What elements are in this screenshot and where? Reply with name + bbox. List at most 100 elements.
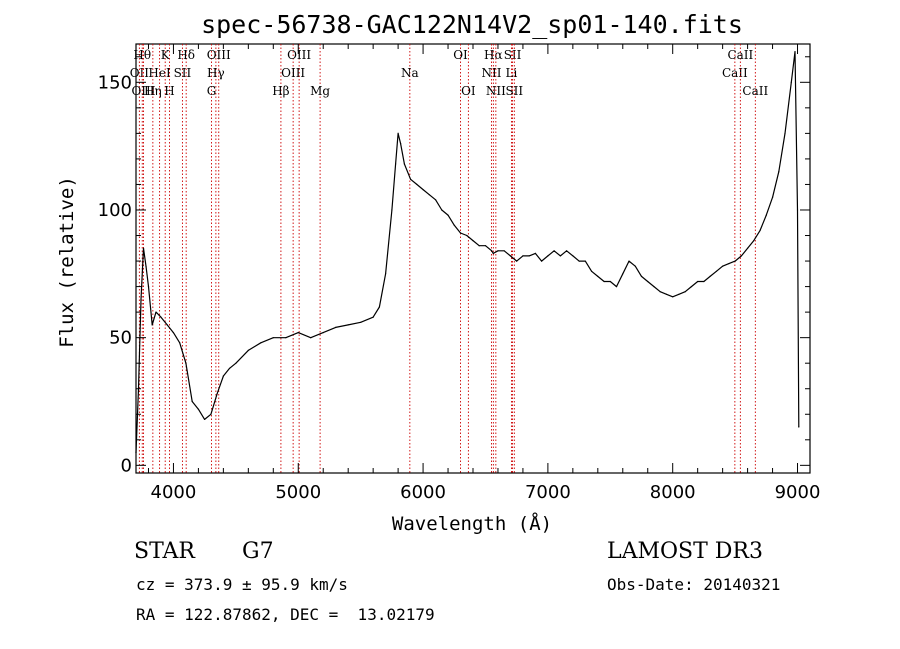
- spectrum-point: [559, 255, 562, 257]
- y-axis-label: Flux (relative): [56, 176, 78, 348]
- spectrum-point: [697, 280, 699, 283]
- spectrum-point: [566, 250, 568, 252]
- spectrum-point: [653, 286, 655, 288]
- line-marker-label: OIII: [131, 84, 155, 98]
- spectrum-point: [204, 418, 206, 420]
- spectrum-point: [360, 321, 362, 323]
- spectrum-point: [715, 270, 718, 272]
- spectrum-point: [372, 316, 374, 318]
- spectrum-point: [155, 311, 157, 313]
- spectrum-point: [516, 260, 518, 262]
- spectrum-point: [665, 293, 668, 295]
- spectrum-point: [472, 240, 474, 242]
- spectrum-point: [147, 286, 150, 288]
- line-marker-label: OI: [453, 48, 468, 62]
- line-marker-label: OI: [461, 84, 476, 98]
- spectrum-point: [547, 255, 549, 257]
- spectrum-point: [453, 224, 455, 226]
- spectrum-point: [142, 247, 145, 249]
- spectrum-point: [796, 209, 799, 211]
- spectrum-point: [151, 324, 153, 326]
- spectrum-point: [634, 265, 636, 267]
- line-marker-label: OIII: [207, 48, 231, 62]
- spectrum-point: [553, 250, 555, 252]
- spectrum-point: [541, 260, 543, 262]
- spectrum-point: [609, 280, 611, 283]
- spectrum-point: [628, 260, 630, 262]
- line-marker-label: OII: [130, 66, 150, 80]
- spectrum-point: [447, 214, 449, 216]
- spectrum-point: [492, 252, 494, 254]
- x-tick-label: 8000: [650, 482, 696, 503]
- spectrum-point: [622, 273, 624, 275]
- y-tick-label: 100: [98, 200, 132, 221]
- spectrum-point: [522, 255, 524, 257]
- spectrum-point: [410, 178, 412, 180]
- line-marker-label: NII: [486, 84, 506, 98]
- spectrum-point: [403, 163, 405, 165]
- spectrum-point: [615, 286, 618, 288]
- spectrum-point: [709, 275, 711, 277]
- line-marker-label: CaII: [722, 66, 748, 80]
- axes: 4000 5000 6000 7000 8000 9000 0 50 100 150: [98, 44, 820, 503]
- spectrum-point: [778, 171, 780, 173]
- spectrum-point: [260, 342, 262, 344]
- spectrum-point: [210, 413, 212, 415]
- spectrum-point: [747, 247, 749, 249]
- spectrum-point: [740, 255, 743, 257]
- chart-title: spec-56738-GAC122N14V2_sp01-140.fits: [201, 10, 743, 39]
- spectrum-point: [335, 326, 337, 328]
- line-marker-label: H: [164, 84, 174, 98]
- spectrum-point: [391, 209, 393, 211]
- spectrum-point: [222, 375, 224, 377]
- x-tick-label: 4000: [151, 482, 197, 503]
- line-marker-label: SII: [174, 66, 192, 80]
- spectrum-point: [216, 393, 218, 395]
- spectrum-point: [578, 260, 580, 262]
- line-marker-label: Hθ: [133, 48, 151, 62]
- spectrum-point: [690, 286, 693, 288]
- plot-frame: [135, 43, 811, 474]
- spectrum-point: [145, 265, 147, 267]
- spectrum-point: [722, 265, 724, 267]
- spectrum-point: [137, 388, 140, 390]
- spectrum-point: [784, 132, 786, 134]
- spectrum-point: [672, 296, 674, 298]
- spectrum-point: [703, 280, 705, 283]
- line-marker-label: Hα: [484, 48, 503, 62]
- spectrum-point: [528, 255, 530, 257]
- spectrum-point: [534, 252, 537, 254]
- line-marker-label: Li: [506, 66, 518, 80]
- spectrum-point: [197, 408, 199, 410]
- spectrum-point: [772, 196, 774, 198]
- spectrum-point: [759, 229, 761, 231]
- spectrum-point: [166, 324, 168, 326]
- spectrum-point: [416, 183, 418, 185]
- line-marker-label: Hγ: [207, 66, 225, 80]
- object-subclass: G7: [242, 539, 274, 564]
- spectrum-point: [385, 273, 387, 275]
- line-marker-label: K: [161, 48, 171, 62]
- spectrum-line: [135, 51, 800, 453]
- spectrum-point: [247, 349, 249, 351]
- spectrum-point: [229, 367, 231, 369]
- line-marker-label: Hβ: [272, 84, 289, 98]
- spectrum-point: [728, 263, 730, 265]
- y-tick-label: 150: [98, 72, 132, 93]
- line-marker-label: Hδ: [177, 48, 195, 62]
- spectrum-point: [603, 280, 605, 283]
- spectrum-point: [322, 332, 324, 334]
- spectrum-point: [478, 245, 480, 247]
- spectrum-point: [597, 275, 599, 277]
- spectrum-point: [395, 163, 397, 165]
- line-marker-label: Na: [401, 66, 419, 80]
- line-marker-label: CaII: [742, 84, 768, 98]
- spectrum-point: [428, 194, 430, 196]
- x-axis-label: Wavelength (Å): [392, 512, 552, 535]
- spectrum-point: [400, 143, 402, 145]
- spectrum-point: [347, 324, 349, 326]
- spectrum-point: [172, 332, 174, 334]
- object-class: STAR: [134, 539, 195, 564]
- spectrum-point: [378, 306, 380, 308]
